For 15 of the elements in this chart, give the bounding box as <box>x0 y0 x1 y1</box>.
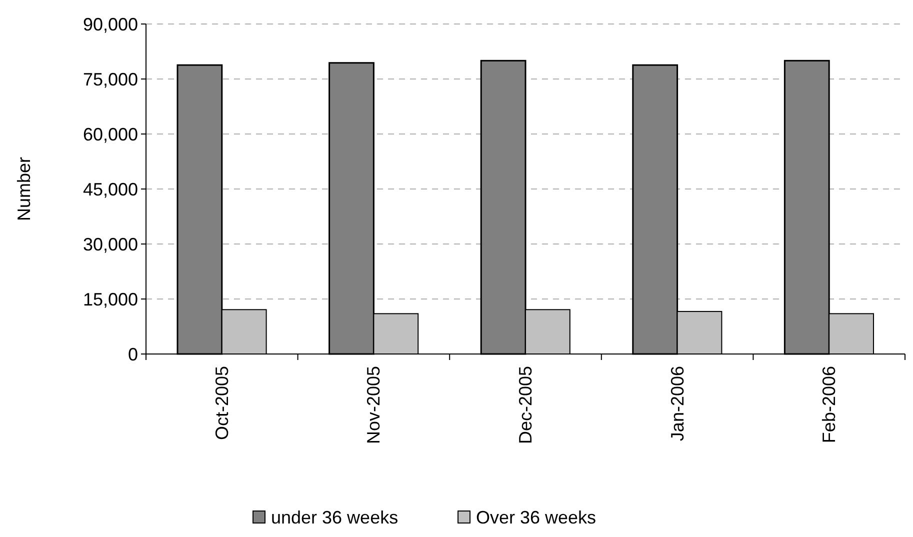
y-axis-title: Number <box>14 156 34 222</box>
x-tick-label: Oct-2005 <box>212 366 232 440</box>
y-tick-label: 90,000 <box>82 14 138 34</box>
y-tick-label: 45,000 <box>82 179 138 200</box>
x-tick-label: Jan-2006 <box>667 366 688 442</box>
legend-label: under 36 weeks <box>271 507 398 528</box>
x-tick-label: Nov-2005 <box>364 366 384 444</box>
x-tick-label: Feb-2006 <box>819 366 840 444</box>
y-tick-label: 15,000 <box>82 289 138 310</box>
y-tick-label: 75,000 <box>82 69 138 90</box>
y-tick-label: 0 <box>128 344 138 364</box>
legend-label: Over 36 weeks <box>476 507 596 528</box>
y-tick-label: 60,000 <box>82 124 138 144</box>
y-tick-label: 30,000 <box>82 234 138 254</box>
x-tick-label: Dec-2005 <box>516 366 536 444</box>
